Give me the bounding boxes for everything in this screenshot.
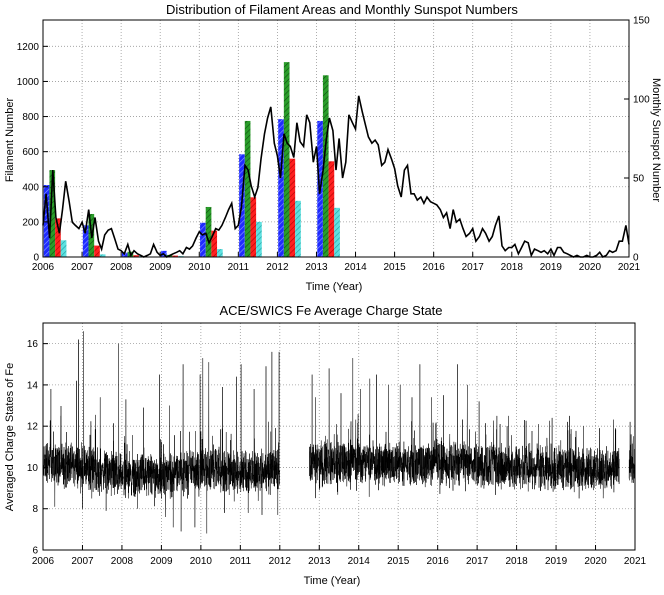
sunspot-line: [42, 95, 630, 259]
top-y-tick-label: 1200: [17, 42, 40, 53]
bottom-y-tick-label: 6: [32, 546, 38, 557]
bar-2010-green: [205, 206, 212, 257]
top-y-tick-label: 600: [22, 147, 39, 158]
bottom-x-tick-label: 2018: [505, 556, 528, 567]
bottom-x-tick-label: 2009: [150, 556, 173, 567]
bottom-y-tick-label: 8: [32, 504, 38, 515]
bottom-x-tick-label: 2006: [32, 556, 55, 567]
bar-2010-red: [211, 230, 218, 257]
bottom-y-tick-label: 16: [27, 339, 39, 350]
bar-2006-cyan: [60, 240, 67, 257]
bar-2012-cyan: [295, 200, 301, 257]
bar-2013-cyan: [334, 207, 340, 257]
top-x-tick-label: 2007: [71, 262, 94, 273]
bottom-plot-frame: [42, 322, 636, 551]
top-x-tick-label: 2017: [462, 262, 485, 273]
top-plot-frame: [42, 19, 630, 258]
top-y2-tick-label: 50: [633, 174, 645, 185]
bar-2011-green: [244, 120, 251, 257]
bar-2008-red: [133, 255, 139, 257]
top-y-tick-label: 200: [22, 217, 39, 228]
bottom-y-ticks: 6 8 10 12 14 16: [27, 339, 48, 557]
bottom-x-tick-label: 2019: [545, 556, 568, 567]
top-y2-axis-label: Monthly Sunspot Number: [650, 78, 662, 202]
bottom-x-tick-label: 2017: [466, 556, 489, 567]
top-x-tick-label: 2009: [149, 262, 172, 273]
top-x-tick-label: 2010: [188, 262, 211, 273]
bar-2007-cyan: [99, 254, 106, 257]
bar-2011-cyan: [256, 221, 262, 257]
bar-2006-red: [55, 218, 61, 257]
bar-2007-blue: [82, 225, 89, 257]
filament-chart: Distribution of Filament Areas and Month…: [4, 2, 662, 293]
top-y-tick-label: 400: [22, 182, 39, 193]
bottom-y-axis-label: Averaged Charge States of Fe: [4, 363, 16, 511]
top-x-tick-label: 2019: [540, 262, 563, 273]
bottom-y-tick-label: 12: [27, 422, 39, 433]
top-x-axis-label: Time (Year): [306, 281, 363, 293]
top-x-tick-label: 2013: [305, 262, 328, 273]
top-x-tick-label: 2012: [266, 262, 289, 273]
bottom-x-tick-label: 2013: [308, 556, 331, 567]
top-bars: [43, 62, 340, 258]
top-y2-tick-label: 0: [633, 253, 639, 264]
bottom-x-ticks: 2006 2007 2008 2009 2010 2011 2012 2013 2014 2015…: [32, 545, 647, 567]
bar-2013-green: [322, 75, 329, 257]
bar-2010-blue: [200, 222, 206, 257]
bottom-x-axis-label: Time (Year): [304, 575, 361, 587]
bottom-x-tick-label: 2021: [624, 556, 647, 567]
bottom-x-tick-label: 2012: [269, 556, 292, 567]
top-x-ticks: 2006 2007 2008 2009 2010 2011 2012 2013 2014 2015…: [32, 252, 641, 273]
bar-2006-blue: [43, 185, 50, 257]
top-x-tick-label: 2016: [423, 262, 446, 273]
bottom-x-tick-label: 2011: [230, 556, 252, 567]
bottom-x-tick-label: 2007: [71, 556, 94, 567]
bottom-y-tick-label: 10: [27, 463, 39, 474]
top-y2-tick-label: 100: [633, 95, 650, 106]
bar-2012-blue: [278, 119, 284, 257]
bottom-gridlines: [43, 323, 635, 550]
top-y-tick-label: 1000: [17, 77, 40, 88]
bottom-x-tick-label: 2010: [190, 556, 213, 567]
bar-2007-red: [94, 245, 100, 257]
top-x-tick-label: 2008: [110, 262, 133, 273]
bottom-chart-title: ACE/SWICS Fe Average Charge State: [219, 303, 442, 318]
bottom-x-tick-label: 2008: [111, 556, 134, 567]
bottom-x-tick-label: 2020: [584, 556, 607, 567]
top-y-tick-label: 800: [22, 112, 39, 123]
top-x-tick-label: 2020: [579, 262, 602, 273]
bottom-x-tick-label: 2015: [387, 556, 410, 567]
bar-2012-green: [283, 62, 290, 258]
top-x-tick-label: 2015: [383, 262, 406, 273]
bar-2010-cyan: [217, 249, 223, 257]
fe-charge-state-series: [42, 331, 636, 534]
bar-2011-red: [250, 197, 257, 257]
top-x-tick-label: 2021: [618, 262, 641, 273]
top-y-tick-label: 0: [33, 253, 39, 264]
top-x-tick-label: 2018: [501, 262, 524, 273]
top-gridlines: [43, 20, 629, 257]
bottom-x-tick-label: 2016: [427, 556, 450, 567]
top-y-axis-label: Filament Number: [4, 97, 16, 182]
bar-2013-red: [328, 161, 335, 257]
top-y-ticks: 0 200 400 600 800 1000 1200: [17, 42, 48, 264]
charge-state-chart: ACE/SWICS Fe Average Charge State 2006 20…: [4, 303, 647, 587]
bar-2006-green: [49, 170, 56, 257]
bottom-x-tick-label: 2014: [348, 556, 371, 567]
top-y2-ticks: 0 50 100 150: [624, 16, 650, 264]
top-x-tick-label: 2014: [344, 262, 367, 273]
top-y2-tick-label: 150: [633, 16, 650, 27]
bottom-y-tick-label: 14: [27, 380, 39, 391]
bar-2012-red: [289, 158, 296, 257]
top-chart-title: Distribution of Filament Areas and Month…: [166, 2, 518, 17]
bar-2009-red: [172, 255, 178, 257]
top-x-tick-label: 2006: [32, 262, 55, 273]
top-x-tick-label: 2011: [228, 262, 250, 273]
